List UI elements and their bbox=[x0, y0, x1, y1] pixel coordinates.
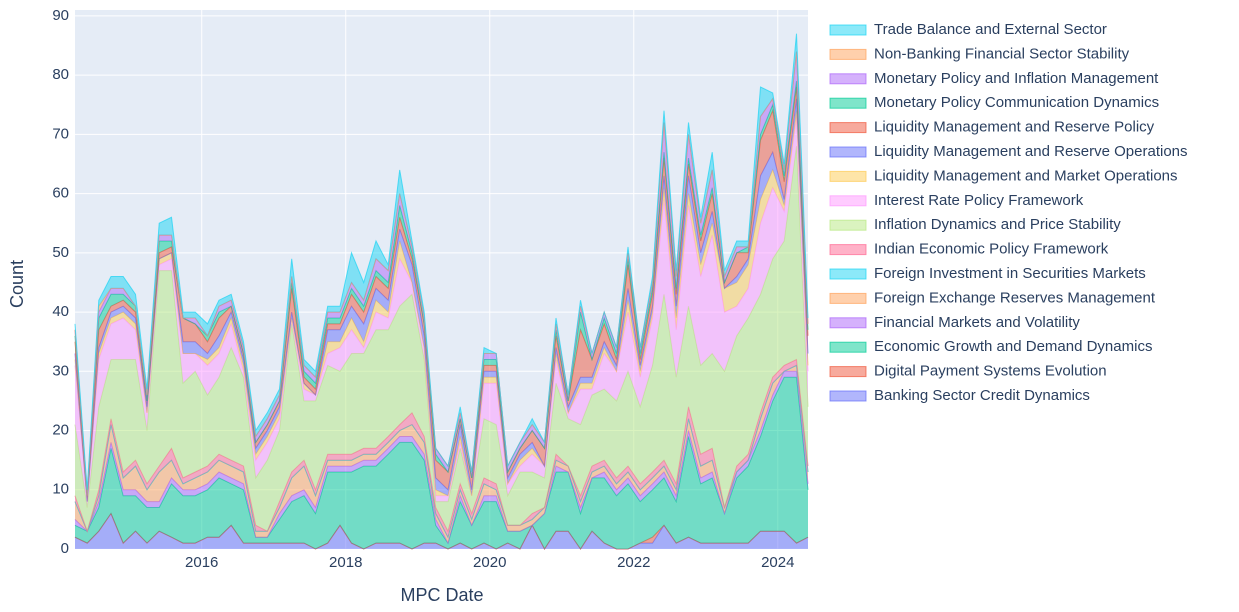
area bbox=[75, 146, 808, 532]
legend-label: Inflation Dynamics and Price Stability bbox=[874, 216, 1121, 233]
legend-label: Trade Balance and External Sector bbox=[874, 21, 1107, 38]
legend-swatch bbox=[829, 292, 867, 304]
legend-swatch bbox=[829, 390, 867, 402]
y-tick-label: 60 bbox=[52, 185, 69, 202]
area-line bbox=[74, 376, 809, 545]
y-axis-title: Count bbox=[7, 260, 27, 308]
legend-swatch bbox=[829, 268, 867, 280]
legend-label: Foreign Exchange Reserves Management bbox=[874, 289, 1156, 306]
legend-swatch bbox=[829, 170, 867, 182]
x-tick-label: 2020 bbox=[473, 554, 506, 571]
legend-swatch bbox=[829, 366, 867, 378]
legend-label: Interest Rate Policy Framework bbox=[874, 192, 1084, 209]
y-tick-label: 40 bbox=[52, 303, 69, 320]
legend-label: Monetary Policy Communication Dynamics bbox=[874, 94, 1159, 111]
area bbox=[75, 513, 808, 549]
legend-swatch bbox=[829, 195, 867, 207]
x-tick-label: 2016 bbox=[185, 554, 218, 571]
y-tick-label: 50 bbox=[52, 244, 69, 261]
x-tick-label: 2024 bbox=[761, 554, 794, 571]
legend-label: Indian Economic Policy Framework bbox=[874, 241, 1109, 258]
legend-label: Foreign Investment in Securities Markets bbox=[874, 265, 1146, 282]
y-tick-label: 10 bbox=[52, 481, 69, 498]
area-line bbox=[74, 33, 809, 490]
legend-label: Liquidity Management and Reserve Policy bbox=[874, 119, 1155, 136]
legend-label: Financial Markets and Volatility bbox=[874, 314, 1080, 331]
legend-label: Banking Sector Credit Dynamics bbox=[874, 387, 1090, 404]
x-tick-label: 2022 bbox=[617, 554, 650, 571]
y-tick-label: 0 bbox=[61, 540, 69, 557]
legend-swatch bbox=[829, 219, 867, 231]
legend-swatch bbox=[829, 73, 867, 85]
legend-swatch bbox=[829, 317, 867, 329]
legend-swatch bbox=[829, 97, 867, 109]
legend-swatch bbox=[829, 24, 867, 36]
legend-label: Digital Payment Systems Evolution bbox=[874, 363, 1107, 380]
x-axis-title: MPC Date bbox=[400, 585, 483, 605]
y-tick-label: 70 bbox=[52, 125, 69, 142]
legend-swatch bbox=[829, 341, 867, 353]
legend-swatch bbox=[829, 48, 867, 60]
legend-label: Non-Banking Financial Sector Stability bbox=[874, 45, 1130, 62]
x-tick-label: 2018 bbox=[329, 554, 362, 571]
area bbox=[75, 377, 808, 549]
legend-label: Economic Growth and Demand Dynamics bbox=[874, 338, 1152, 355]
legend-label: Liquidity Management and Reserve Operati… bbox=[874, 143, 1188, 160]
legend-swatch bbox=[829, 146, 867, 158]
y-tick-label: 90 bbox=[52, 7, 69, 24]
y-tick-label: 80 bbox=[52, 66, 69, 83]
legend-swatch bbox=[829, 122, 867, 134]
legend-label: Monetary Policy and Inflation Management bbox=[874, 70, 1159, 87]
y-tick-label: 30 bbox=[52, 362, 69, 379]
legend-swatch bbox=[829, 244, 867, 256]
y-tick-label: 20 bbox=[52, 422, 69, 439]
legend-label: Liquidity Management and Market Operatio… bbox=[874, 167, 1178, 184]
